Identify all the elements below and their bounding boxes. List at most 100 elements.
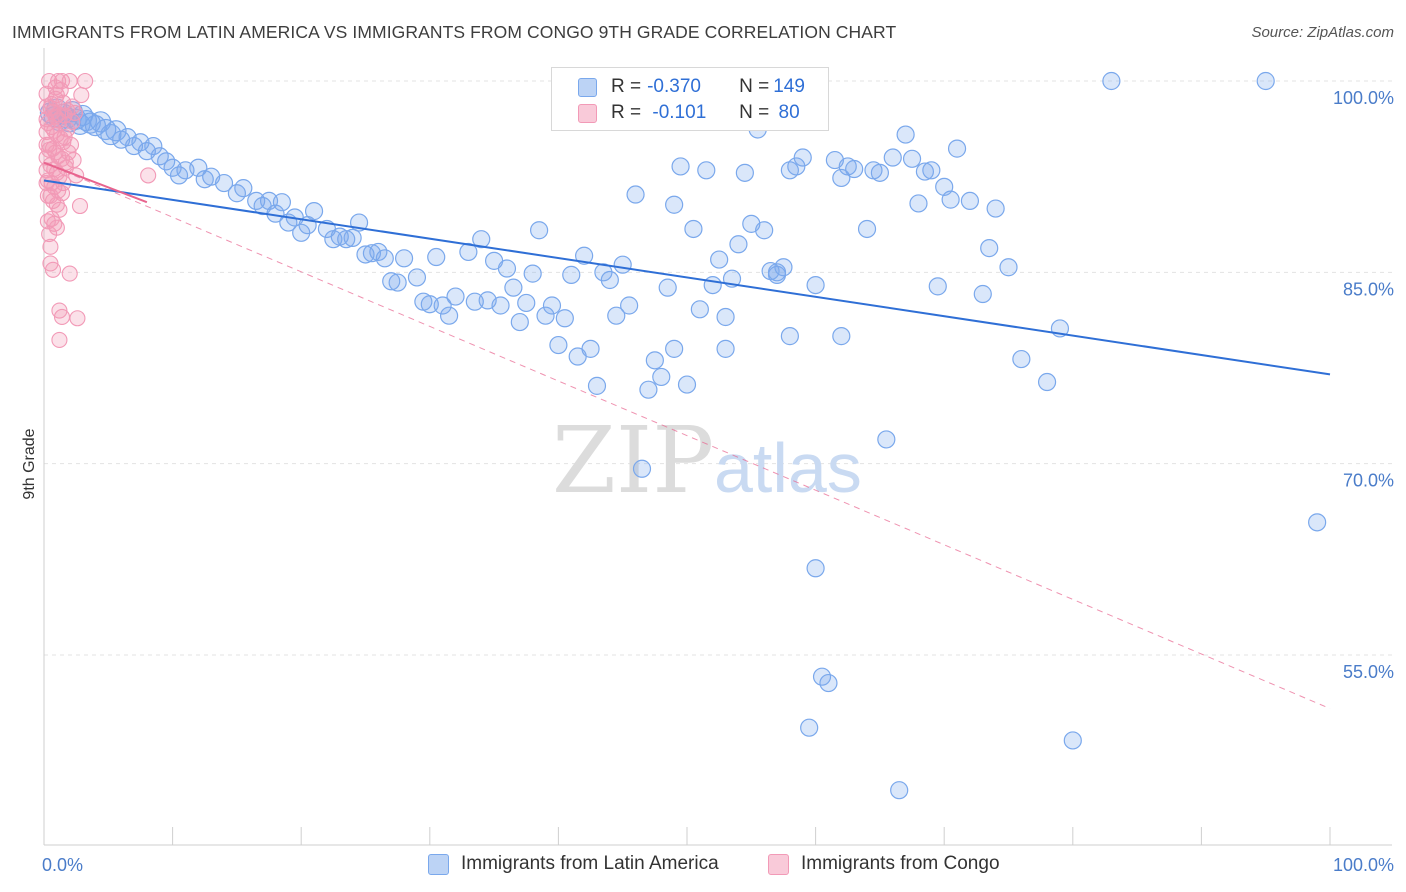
latin-point <box>144 136 163 156</box>
latin-point <box>446 287 465 306</box>
series-congo-points <box>38 72 157 348</box>
latin-point <box>517 293 536 313</box>
congo-point <box>44 261 62 278</box>
latin-point <box>947 139 967 158</box>
latin-point <box>575 246 594 265</box>
latin-point <box>902 149 922 168</box>
congo-point <box>61 265 78 282</box>
latin-point <box>459 242 478 262</box>
latin-point <box>800 718 819 737</box>
latin-point <box>716 307 735 327</box>
congo-trend-line <box>43 161 148 204</box>
y-tick-label: 55.0% <box>1343 662 1394 682</box>
latin-point <box>1012 349 1031 369</box>
congo-point <box>69 310 86 327</box>
latin-point <box>665 195 684 214</box>
latin-point <box>382 272 401 291</box>
latin-point <box>690 300 709 319</box>
latin-point <box>915 162 935 181</box>
grid-lines <box>44 80 1392 656</box>
latin-trend-line <box>43 179 1331 376</box>
latin-point <box>877 430 896 449</box>
latin-point <box>420 295 439 314</box>
latin-point <box>549 335 568 355</box>
latin-point <box>677 375 697 394</box>
tick-labels: 100.0% 85.0% 70.0% 55.0% 0.0% 100.0% <box>42 88 1394 875</box>
congo-point <box>42 238 59 255</box>
congo-point <box>38 123 55 141</box>
legend-latin-label: Immigrants from Latin America <box>461 853 719 874</box>
latin-point <box>735 163 754 182</box>
congo-point <box>50 72 67 90</box>
stats-row-latin: R = -0.370 N = 149 <box>578 75 805 99</box>
latin-point <box>214 173 234 193</box>
y-tick-label: 100.0% <box>1333 88 1394 108</box>
watermark-atlas: atlas <box>714 429 862 507</box>
latin-point <box>1256 71 1275 91</box>
latin-point <box>819 673 838 693</box>
source-label: Source: ZipAtlas.com <box>1251 24 1394 41</box>
congo-point <box>73 86 90 104</box>
latin-point <box>542 296 562 315</box>
latin-point <box>652 367 671 387</box>
congo-point <box>41 72 58 90</box>
latin-point <box>497 259 517 278</box>
latin-point <box>1063 731 1082 750</box>
x-tick-label: 100.0% <box>1333 855 1394 875</box>
axes <box>43 48 1392 846</box>
watermark-zip: ZIP <box>552 407 714 514</box>
y-tick-label: 85.0% <box>1343 279 1394 299</box>
congo-point <box>39 187 56 204</box>
latin-point <box>626 185 645 204</box>
latin-point <box>465 292 484 311</box>
stats-row-congo: R = -0.101 N = 80 <box>578 101 800 125</box>
n-label: N = <box>739 76 770 97</box>
latin-point <box>806 559 825 578</box>
latin-point <box>607 306 626 325</box>
latin-point <box>960 191 980 211</box>
congo-point <box>77 72 94 90</box>
latin-point <box>234 179 253 198</box>
x-tick-label: 0.0% <box>42 855 83 875</box>
latin-point <box>491 296 510 315</box>
latin-point <box>857 219 877 239</box>
latin-point <box>980 238 999 258</box>
n-value: 80 <box>773 102 800 123</box>
latin-point <box>394 249 414 268</box>
congo-point <box>64 98 81 115</box>
latin-point <box>703 275 722 295</box>
latin-point <box>189 158 208 177</box>
latin-point <box>433 296 452 315</box>
legend-congo-label: Immigrants from Congo <box>801 853 1000 874</box>
latin-point <box>883 148 902 167</box>
congo-point <box>38 85 55 102</box>
latin-point <box>767 263 787 282</box>
latin-point <box>671 157 690 176</box>
latin-swatch <box>578 77 597 97</box>
congo-point <box>41 226 58 243</box>
n-value: 149 <box>773 76 805 97</box>
r-label: R = <box>611 76 642 97</box>
latin-point <box>1102 71 1121 91</box>
watermark: ZIP atlas <box>552 407 862 514</box>
latin-point <box>896 125 915 144</box>
latin-point <box>999 258 1018 277</box>
latin-point <box>375 249 394 268</box>
latin-point <box>536 306 555 325</box>
latin-point <box>928 277 947 296</box>
latin-point <box>439 306 459 325</box>
latin-point <box>793 148 812 167</box>
latin-point <box>787 157 806 176</box>
latin-point <box>600 270 619 290</box>
congo-trend-extended <box>43 162 1331 710</box>
latin-point <box>806 275 825 295</box>
congo-point <box>61 72 78 90</box>
latin-point <box>832 168 851 188</box>
latin-point <box>941 190 960 209</box>
latin-point <box>427 247 446 267</box>
latin-point <box>710 250 729 269</box>
congo-point <box>50 106 67 123</box>
latin-point <box>272 193 292 212</box>
latin-point <box>1037 372 1057 392</box>
